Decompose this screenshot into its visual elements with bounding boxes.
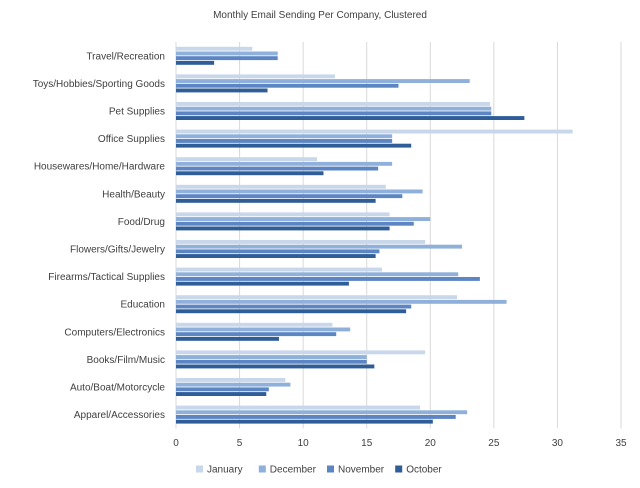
bar-december	[176, 327, 351, 332]
bar-november	[176, 387, 269, 392]
bar-october	[176, 392, 267, 396]
bar-december	[176, 189, 423, 194]
bars	[176, 46, 573, 424]
bar-november	[176, 166, 379, 171]
bar-december	[176, 355, 367, 359]
bar-january	[176, 129, 573, 134]
bar-november	[176, 359, 367, 364]
bar-january	[176, 378, 286, 382]
bar-october	[176, 336, 279, 341]
category-label: Auto/Boat/Motorcycle	[70, 383, 165, 394]
bar-october	[176, 60, 215, 65]
bar-october	[176, 198, 376, 203]
category-label: Toys/Hobbies/Sporting Goods	[33, 79, 165, 90]
bar-november	[176, 277, 480, 281]
bar-january	[176, 322, 333, 327]
x-tick-label: 0	[173, 438, 179, 449]
bar-october	[176, 171, 324, 176]
bar-october	[176, 88, 268, 93]
legend-label: December	[270, 465, 317, 476]
legend-label: October	[406, 465, 442, 476]
bar-december	[176, 79, 470, 83]
bar-december	[176, 299, 507, 304]
bar-january	[176, 295, 457, 300]
x-tick-label: 25	[488, 438, 500, 449]
x-tick-label: 10	[298, 438, 310, 449]
gridlines	[175, 42, 622, 429]
category-label: Education	[121, 300, 165, 311]
bar-december	[176, 161, 393, 166]
bar-december	[176, 217, 431, 221]
bar-october	[176, 254, 376, 258]
bar-november	[176, 221, 414, 226]
bar-october	[176, 116, 525, 120]
x-tick-label: 30	[552, 438, 564, 449]
x-tick-label: 20	[425, 438, 437, 449]
legend-swatch	[395, 465, 403, 473]
bar-december	[176, 106, 492, 111]
category-label: Housewares/Home/Hardware	[34, 162, 166, 173]
bar-january	[176, 74, 335, 79]
category-label: Food/Drug	[118, 217, 165, 228]
bar-january	[176, 157, 318, 162]
bar-january	[176, 184, 386, 189]
legend-label: January	[207, 465, 243, 476]
category-label: Pet Supplies	[109, 107, 165, 118]
category-label: Apparel/Accessories	[74, 410, 165, 421]
bar-december	[176, 382, 291, 387]
bar-january	[176, 267, 382, 272]
category-label: Firearms/Tactical Supplies	[48, 272, 165, 283]
bar-october	[176, 364, 375, 369]
x-tick-label: 35	[615, 438, 627, 449]
legend-swatch	[327, 465, 334, 473]
bar-november	[176, 139, 393, 143]
bar-october	[176, 281, 349, 286]
category-label: Computers/Electronics	[64, 327, 165, 338]
x-tick-label: 5	[237, 438, 243, 449]
bar-november	[176, 332, 337, 337]
category-label: Flowers/Gifts/Jewelry	[70, 245, 165, 256]
legend-label: November	[338, 465, 385, 476]
bar-january	[176, 405, 421, 410]
bar-december	[176, 244, 463, 249]
category-labels: Travel/Recreation Toys/Hobbies/Sporting G…	[33, 51, 166, 421]
bar-december	[176, 134, 393, 139]
bar-november	[176, 304, 412, 309]
legend-swatch	[196, 465, 203, 473]
bar-december	[176, 272, 459, 277]
bar-january	[176, 350, 426, 355]
category-label: Travel/Recreation	[86, 51, 165, 62]
bar-november	[176, 111, 492, 116]
bar-november	[176, 83, 399, 88]
bar-october	[176, 226, 390, 231]
category-label: Books/Film/Music	[87, 355, 165, 366]
category-label: Health/Beauty	[102, 189, 165, 200]
bar-october	[176, 309, 407, 314]
x-tick-label: 15	[361, 438, 373, 449]
bar-november	[176, 56, 278, 61]
bar-december	[176, 51, 278, 56]
bar-december	[176, 410, 468, 415]
x-tick-labels: 0 5 10 15 20 25 30 35	[173, 438, 627, 449]
bar-january	[176, 212, 390, 217]
legend: January December November October	[196, 465, 442, 476]
chart-title: Monthly Email Sending Per Company, Clust…	[213, 10, 427, 21]
bar-january	[176, 102, 491, 106]
category-label: Office Supplies	[98, 134, 165, 145]
bar-january	[176, 46, 253, 51]
bar-november	[176, 415, 456, 419]
bar-october	[176, 143, 412, 148]
bar-november	[176, 249, 380, 254]
bar-november	[176, 194, 403, 199]
bar-january	[176, 240, 426, 244]
legend-swatch	[258, 465, 266, 473]
bar-october	[176, 419, 433, 424]
